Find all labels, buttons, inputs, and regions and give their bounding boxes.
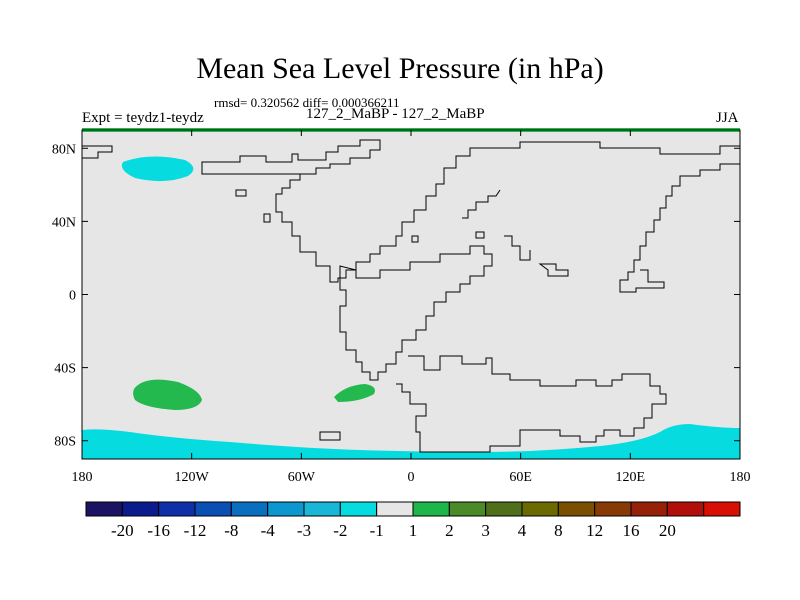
y-tick-label: 40S [54, 362, 76, 377]
colorbar-swatch [630, 501, 668, 517]
colorbar-label: -3 [297, 521, 311, 540]
colorbar-swatch [666, 501, 705, 517]
coastlines [82, 139, 740, 453]
colorbar-label: 1 [409, 521, 418, 540]
colorbar-swatch [85, 501, 123, 517]
y-tick-label: 80S [54, 435, 76, 450]
colorbar-swatch [594, 501, 632, 517]
colorbar-swatch [121, 501, 160, 517]
colorbar-label: 8 [554, 521, 563, 540]
experiment-label: Expt = teydz1-teydz [82, 110, 204, 126]
colorbar-swatch [521, 501, 559, 517]
colorbar-label: 3 [481, 521, 490, 540]
x-tick-label: 0 [408, 470, 415, 485]
colorbar-swatch [303, 501, 341, 517]
colorbar-label: -12 [184, 521, 207, 540]
colorbar-swatch [376, 501, 414, 517]
colorbar-swatch [230, 501, 269, 517]
colorbar-swatch [448, 501, 487, 517]
negative-anomaly-antarctic [82, 424, 740, 459]
colorbar-swatch [267, 501, 305, 517]
colorbar-label: 16 [623, 521, 640, 540]
colorbar-swatch [412, 501, 450, 517]
colorbar-label: -16 [147, 521, 170, 540]
x-tick-label: 120E [616, 470, 646, 485]
colorbar-swatch [339, 501, 378, 517]
colorbar-label: 12 [586, 521, 603, 540]
colorbar-swatch [703, 501, 741, 517]
y-tick-label: 0 [69, 289, 76, 304]
colorbar: -20 -16 -12 -8 -4 -3 -2 -1 1 2 3 4 8 12 16 20 [85, 501, 741, 540]
negative-anomaly-north [121, 156, 194, 182]
colorbar-label: -2 [333, 521, 347, 540]
colorbar-swatch [557, 501, 596, 517]
page-title: Mean Sea Level Pressure (in hPa) [196, 52, 604, 85]
x-tick-label: 120W [175, 470, 210, 485]
colorbar-label: -1 [370, 521, 384, 540]
runs-label: 127_2_MaBP - 127_2_MaBP [306, 106, 485, 122]
colorbar-label: -20 [111, 521, 134, 540]
season-label: JJA [716, 110, 739, 126]
positive-anomaly-south-pacific [133, 379, 202, 410]
colorbar-label: -4 [261, 521, 276, 540]
colorbar-swatch [158, 501, 196, 517]
colorbar-label: 2 [445, 521, 454, 540]
x-tick-label: 60W [288, 470, 316, 485]
x-tick-label: 180 [72, 470, 93, 485]
x-tick-label: 180 [730, 470, 751, 485]
colorbar-label: 4 [518, 521, 527, 540]
colorbar-label: -8 [224, 521, 238, 540]
colorbar-label: 20 [659, 521, 676, 540]
positive-anomaly-south-atlantic [334, 384, 375, 402]
stats-text: rmsd= 0.320562 diff= 0.000366211 [214, 95, 400, 110]
colorbar-swatch [485, 501, 523, 517]
y-tick-label: 80N [52, 142, 76, 157]
y-tick-label: 40N [52, 215, 76, 230]
colorbar-swatch [194, 501, 232, 517]
x-tick-label: 60E [509, 470, 532, 485]
